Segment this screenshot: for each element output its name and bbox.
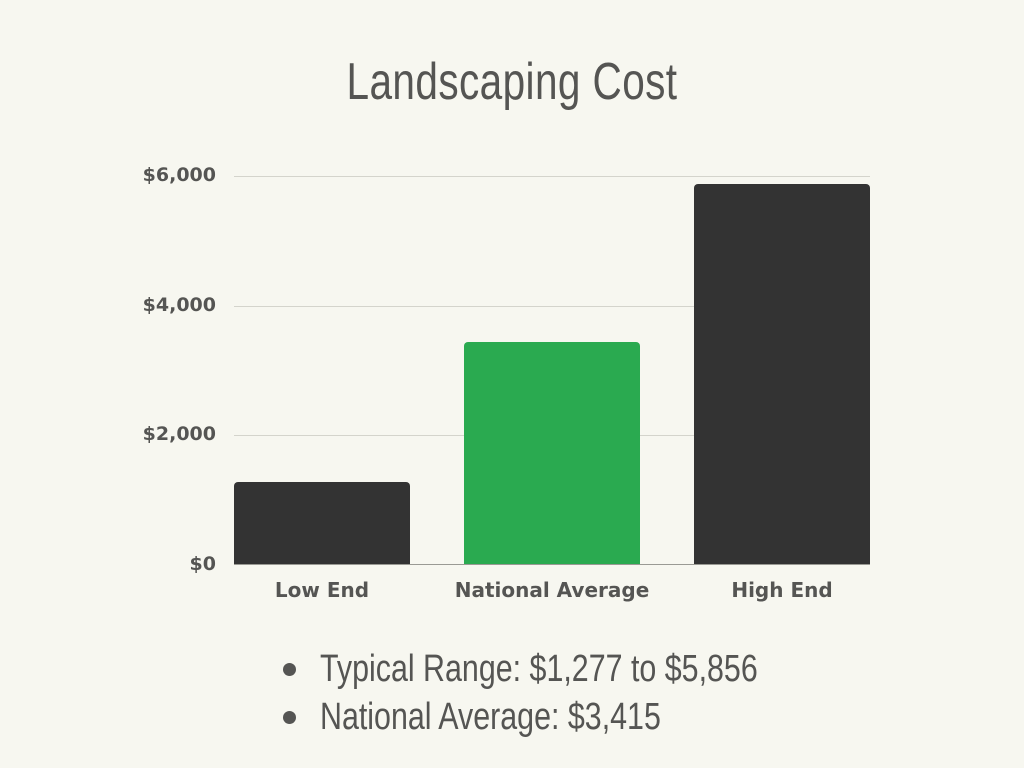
x-label-high-end: High End — [731, 578, 833, 602]
bar-high-end — [694, 184, 870, 565]
x-label-national-average: National Average — [454, 578, 650, 602]
chart-title: Landscaping Cost — [346, 53, 678, 111]
y-tick-label: $2,000 — [142, 423, 216, 445]
summary-item: Typical Range: $1,277 to $5,856 — [283, 645, 867, 693]
summary-item: National Average: $3,415 — [283, 693, 867, 741]
x-axis-line — [234, 564, 870, 565]
typical-range-text: Typical Range: $1,277 to $5,856 — [320, 647, 758, 690]
y-tick-label: $0 — [189, 553, 216, 575]
summary-list: Typical Range: $1,277 to $5,856 National… — [283, 645, 867, 741]
y-tick-label: $4,000 — [142, 294, 216, 316]
bullet-icon — [283, 662, 296, 676]
gridline-4000 — [234, 306, 870, 307]
bar-national-average — [464, 342, 640, 565]
national-average-text: National Average: $3,415 — [320, 695, 661, 738]
bar-low-end — [234, 482, 410, 565]
gridline-6000 — [234, 176, 870, 177]
y-tick-label: $6,000 — [142, 164, 216, 186]
plot-area — [234, 176, 870, 565]
x-label-low-end: Low End — [274, 578, 370, 602]
bullet-icon — [283, 710, 296, 724]
